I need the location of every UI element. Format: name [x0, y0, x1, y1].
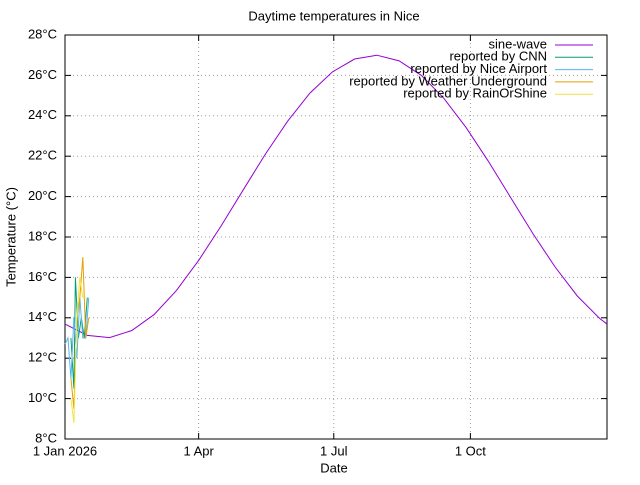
legend-label: reported by CNN: [449, 49, 547, 64]
legend-label: reported by Nice Airport: [410, 61, 547, 76]
y-tick-label: 10°C: [28, 390, 57, 405]
y-tick-label: 24°C: [28, 107, 57, 122]
y-tick-label: 8°C: [35, 430, 57, 445]
y-tick-label: 22°C: [28, 148, 57, 163]
x-tick-label: 1 Oct: [455, 443, 486, 458]
x-tick-label: 1 Apr: [183, 443, 214, 458]
legend-label: sine-wave: [488, 36, 547, 51]
y-tick-label: 26°C: [28, 67, 57, 82]
legend-label: reported by Weather Underground: [349, 73, 547, 88]
y-tick-label: 28°C: [28, 26, 57, 41]
y-tick-label: 18°C: [28, 228, 57, 243]
y-tick-label: 20°C: [28, 188, 57, 203]
series-line: [64, 54, 608, 339]
x-axis-label: Date: [320, 460, 347, 475]
y-tick-label: 12°C: [28, 350, 57, 365]
x-tick-label: 1 Jul: [320, 443, 348, 458]
legend-label: reported by RainOrShine: [403, 86, 547, 101]
plot-frame: [64, 34, 608, 440]
y-tick-label: 14°C: [28, 309, 57, 324]
y-axis-label: Temperature (°C): [3, 187, 18, 287]
chart-title: Daytime temperatures in Nice: [248, 8, 419, 23]
x-tick-label: 1 Jan 2026: [33, 443, 97, 458]
series-line: [70, 277, 86, 423]
series-line: [64, 297, 90, 379]
y-tick-label: 16°C: [28, 269, 57, 284]
